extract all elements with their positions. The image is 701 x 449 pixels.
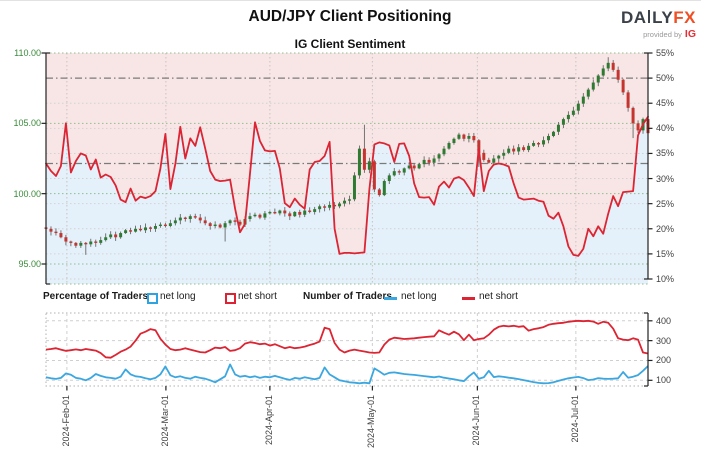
x-axis-month-label: 2024-Apr-01 xyxy=(263,395,274,446)
logo-i-bar-icon xyxy=(647,10,651,23)
legend-count-net-short-line-icon xyxy=(462,297,475,300)
price-axis-label: 95.00 xyxy=(18,259,41,269)
count-axis-label: 300 xyxy=(656,335,672,346)
pct-axis-label: 50% xyxy=(656,73,675,84)
pct-axis-label: 25% xyxy=(656,198,675,209)
pct-axis-label: 55% xyxy=(656,48,675,58)
pct-axis-label: 20% xyxy=(656,223,675,234)
count-axis-label: 400 xyxy=(656,315,672,326)
count-axis-label: 200 xyxy=(656,355,672,366)
x-axis-month-label: 2024-May-01 xyxy=(366,395,377,449)
legend-pct-net-short-swatch-icon xyxy=(225,293,236,304)
provided-by: provided by IG xyxy=(643,28,696,40)
pct-axis-label: 30% xyxy=(656,173,675,184)
price-axis-label: 100.00 xyxy=(13,188,41,199)
pct-axis-label: 45% xyxy=(656,98,675,109)
x-axis-month-label: 2024-Jul-01 xyxy=(569,395,580,443)
x-axis-month-label: 2024-Feb-01 xyxy=(60,395,71,447)
page-title: AUD/JPY Client Positioning xyxy=(248,8,452,25)
chart-subtitle: IG Client Sentiment xyxy=(294,37,406,51)
x-axis-month-label: 2024-Jun-01 xyxy=(471,395,482,446)
legend-percentage-label: Percentage of Traders xyxy=(43,291,149,302)
legend-pct-net-long-label: net long xyxy=(160,291,196,302)
pct-axis-label: 35% xyxy=(656,148,675,159)
legend-count-net-short-label: net short xyxy=(479,291,518,302)
legend-pct-net-short-label: net short xyxy=(238,291,277,302)
legend-number-label: Number of Traders xyxy=(303,291,392,302)
dailyfx-logo: DA LYFX provided by IG xyxy=(621,9,696,40)
ig-logo: IG xyxy=(684,28,696,40)
dailyfx-wordmark: DA LYFX xyxy=(621,8,696,27)
pct-axis-label: 10% xyxy=(656,274,675,284)
price-axis-label: 110.00 xyxy=(14,48,41,58)
x-axis-month-label: 2024-Mar-01 xyxy=(159,395,170,447)
price-axis-label: 105.00 xyxy=(13,118,41,129)
legend-count-net-long-line-icon xyxy=(384,297,397,300)
count-axis-label: 100 xyxy=(656,375,672,386)
legend-pct-net-long-swatch-icon xyxy=(147,293,158,304)
legend-count-net-long-label: net long xyxy=(401,291,437,302)
pct-axis-label: 15% xyxy=(656,248,675,259)
pct-axis-label: 40% xyxy=(656,123,675,134)
